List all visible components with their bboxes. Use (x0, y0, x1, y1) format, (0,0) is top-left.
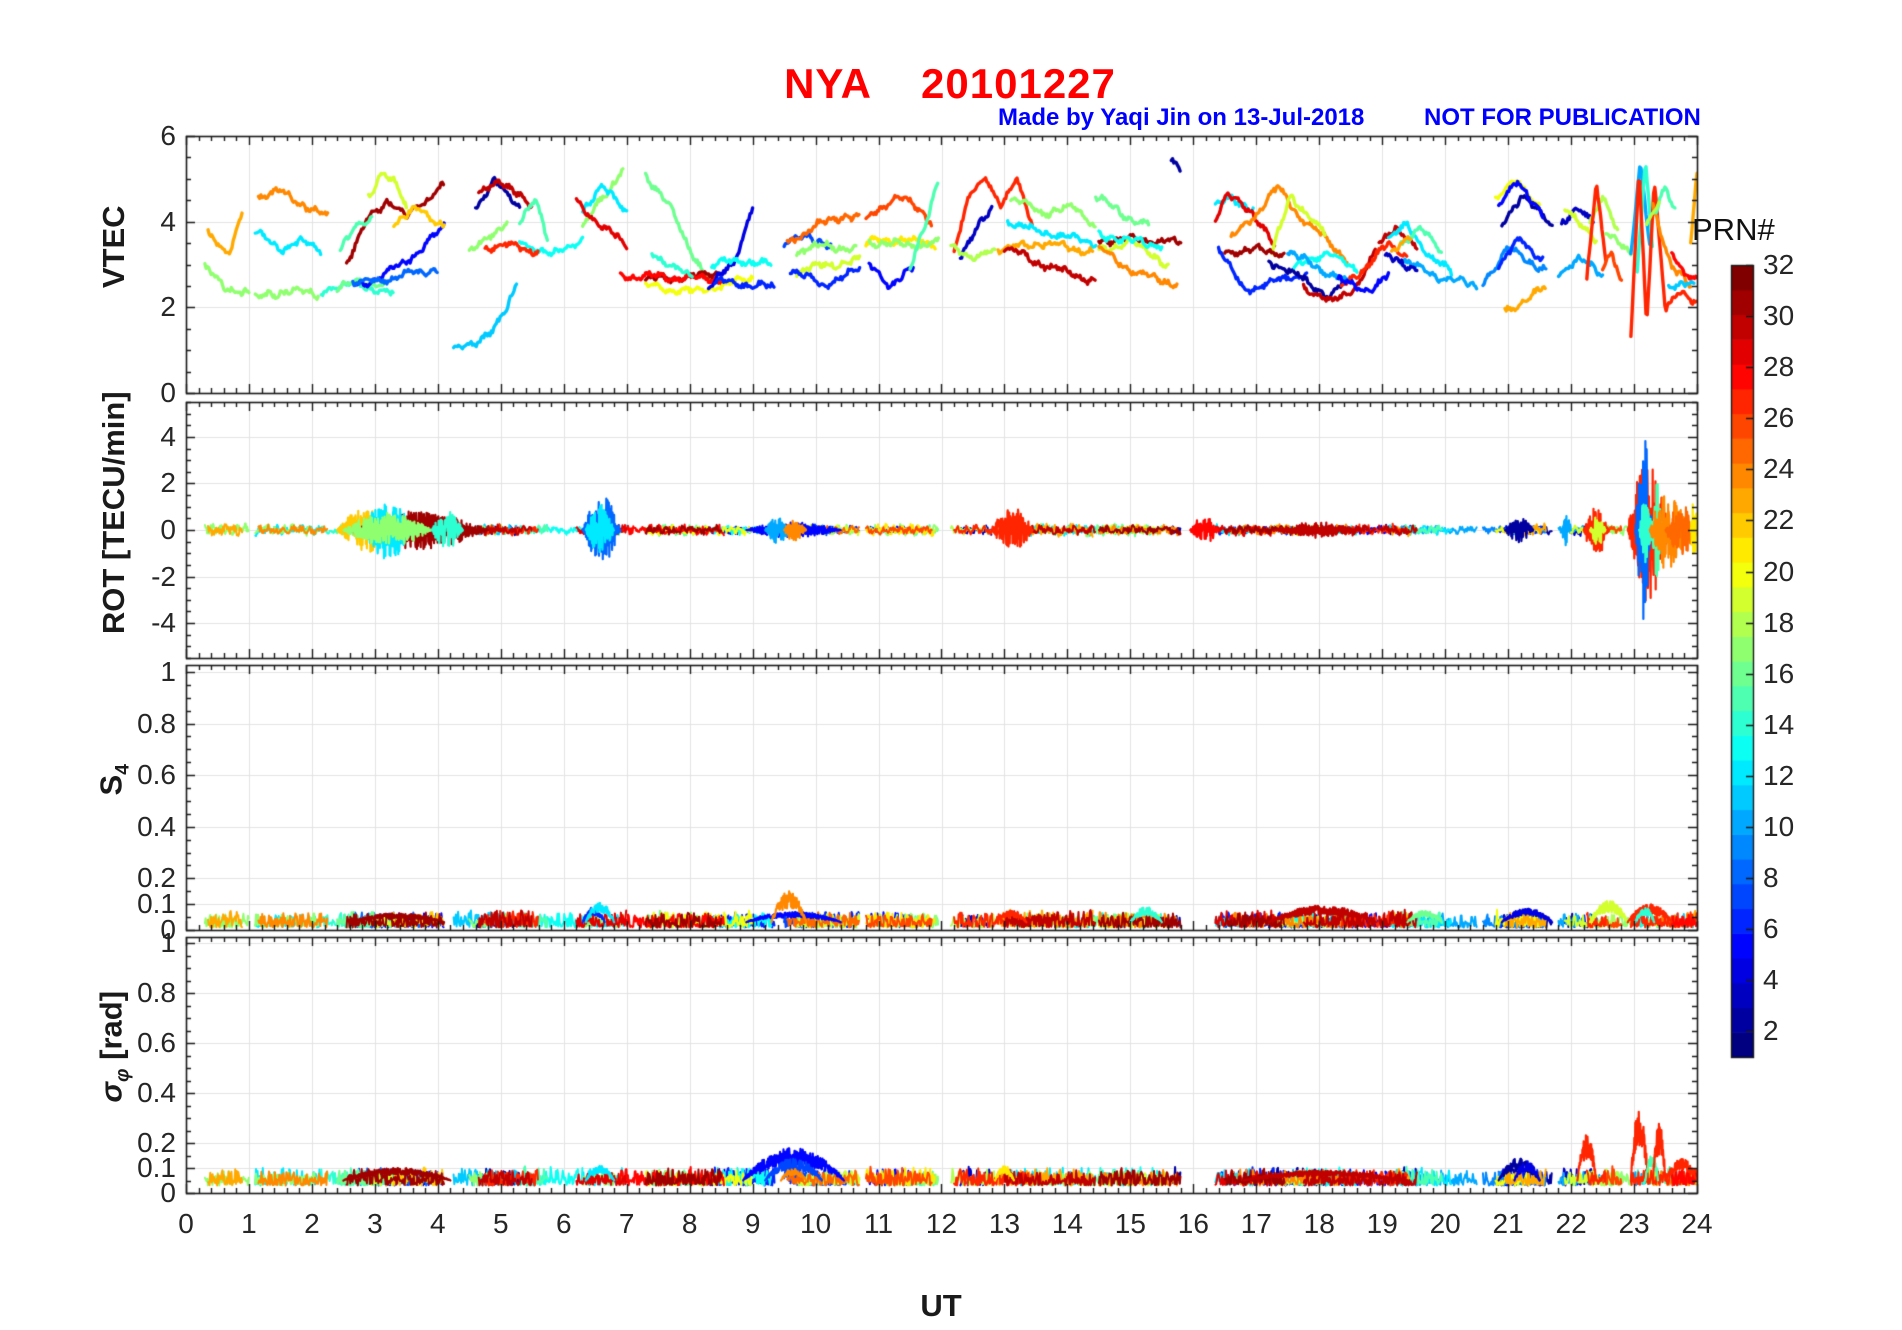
y-axis-label-s4: S4 (93, 764, 134, 796)
credit-watermark: Made by Yaqi Jin on 13-Jul-2018 (998, 104, 1365, 131)
x-axis-label: UT (920, 1288, 962, 1323)
y-axis-label-rot: ROT [TECU/min] (96, 391, 131, 635)
publication-notice: NOT FOR PUBLICATION (1424, 104, 1701, 131)
figure-title: NYA 20101227 (784, 60, 1116, 107)
y-axis-label-sigma-phi: σφ [rad] (93, 990, 134, 1103)
y-axis-label-vtec: VTEC (96, 205, 131, 289)
colorbar-title: PRN# (1692, 212, 1775, 247)
